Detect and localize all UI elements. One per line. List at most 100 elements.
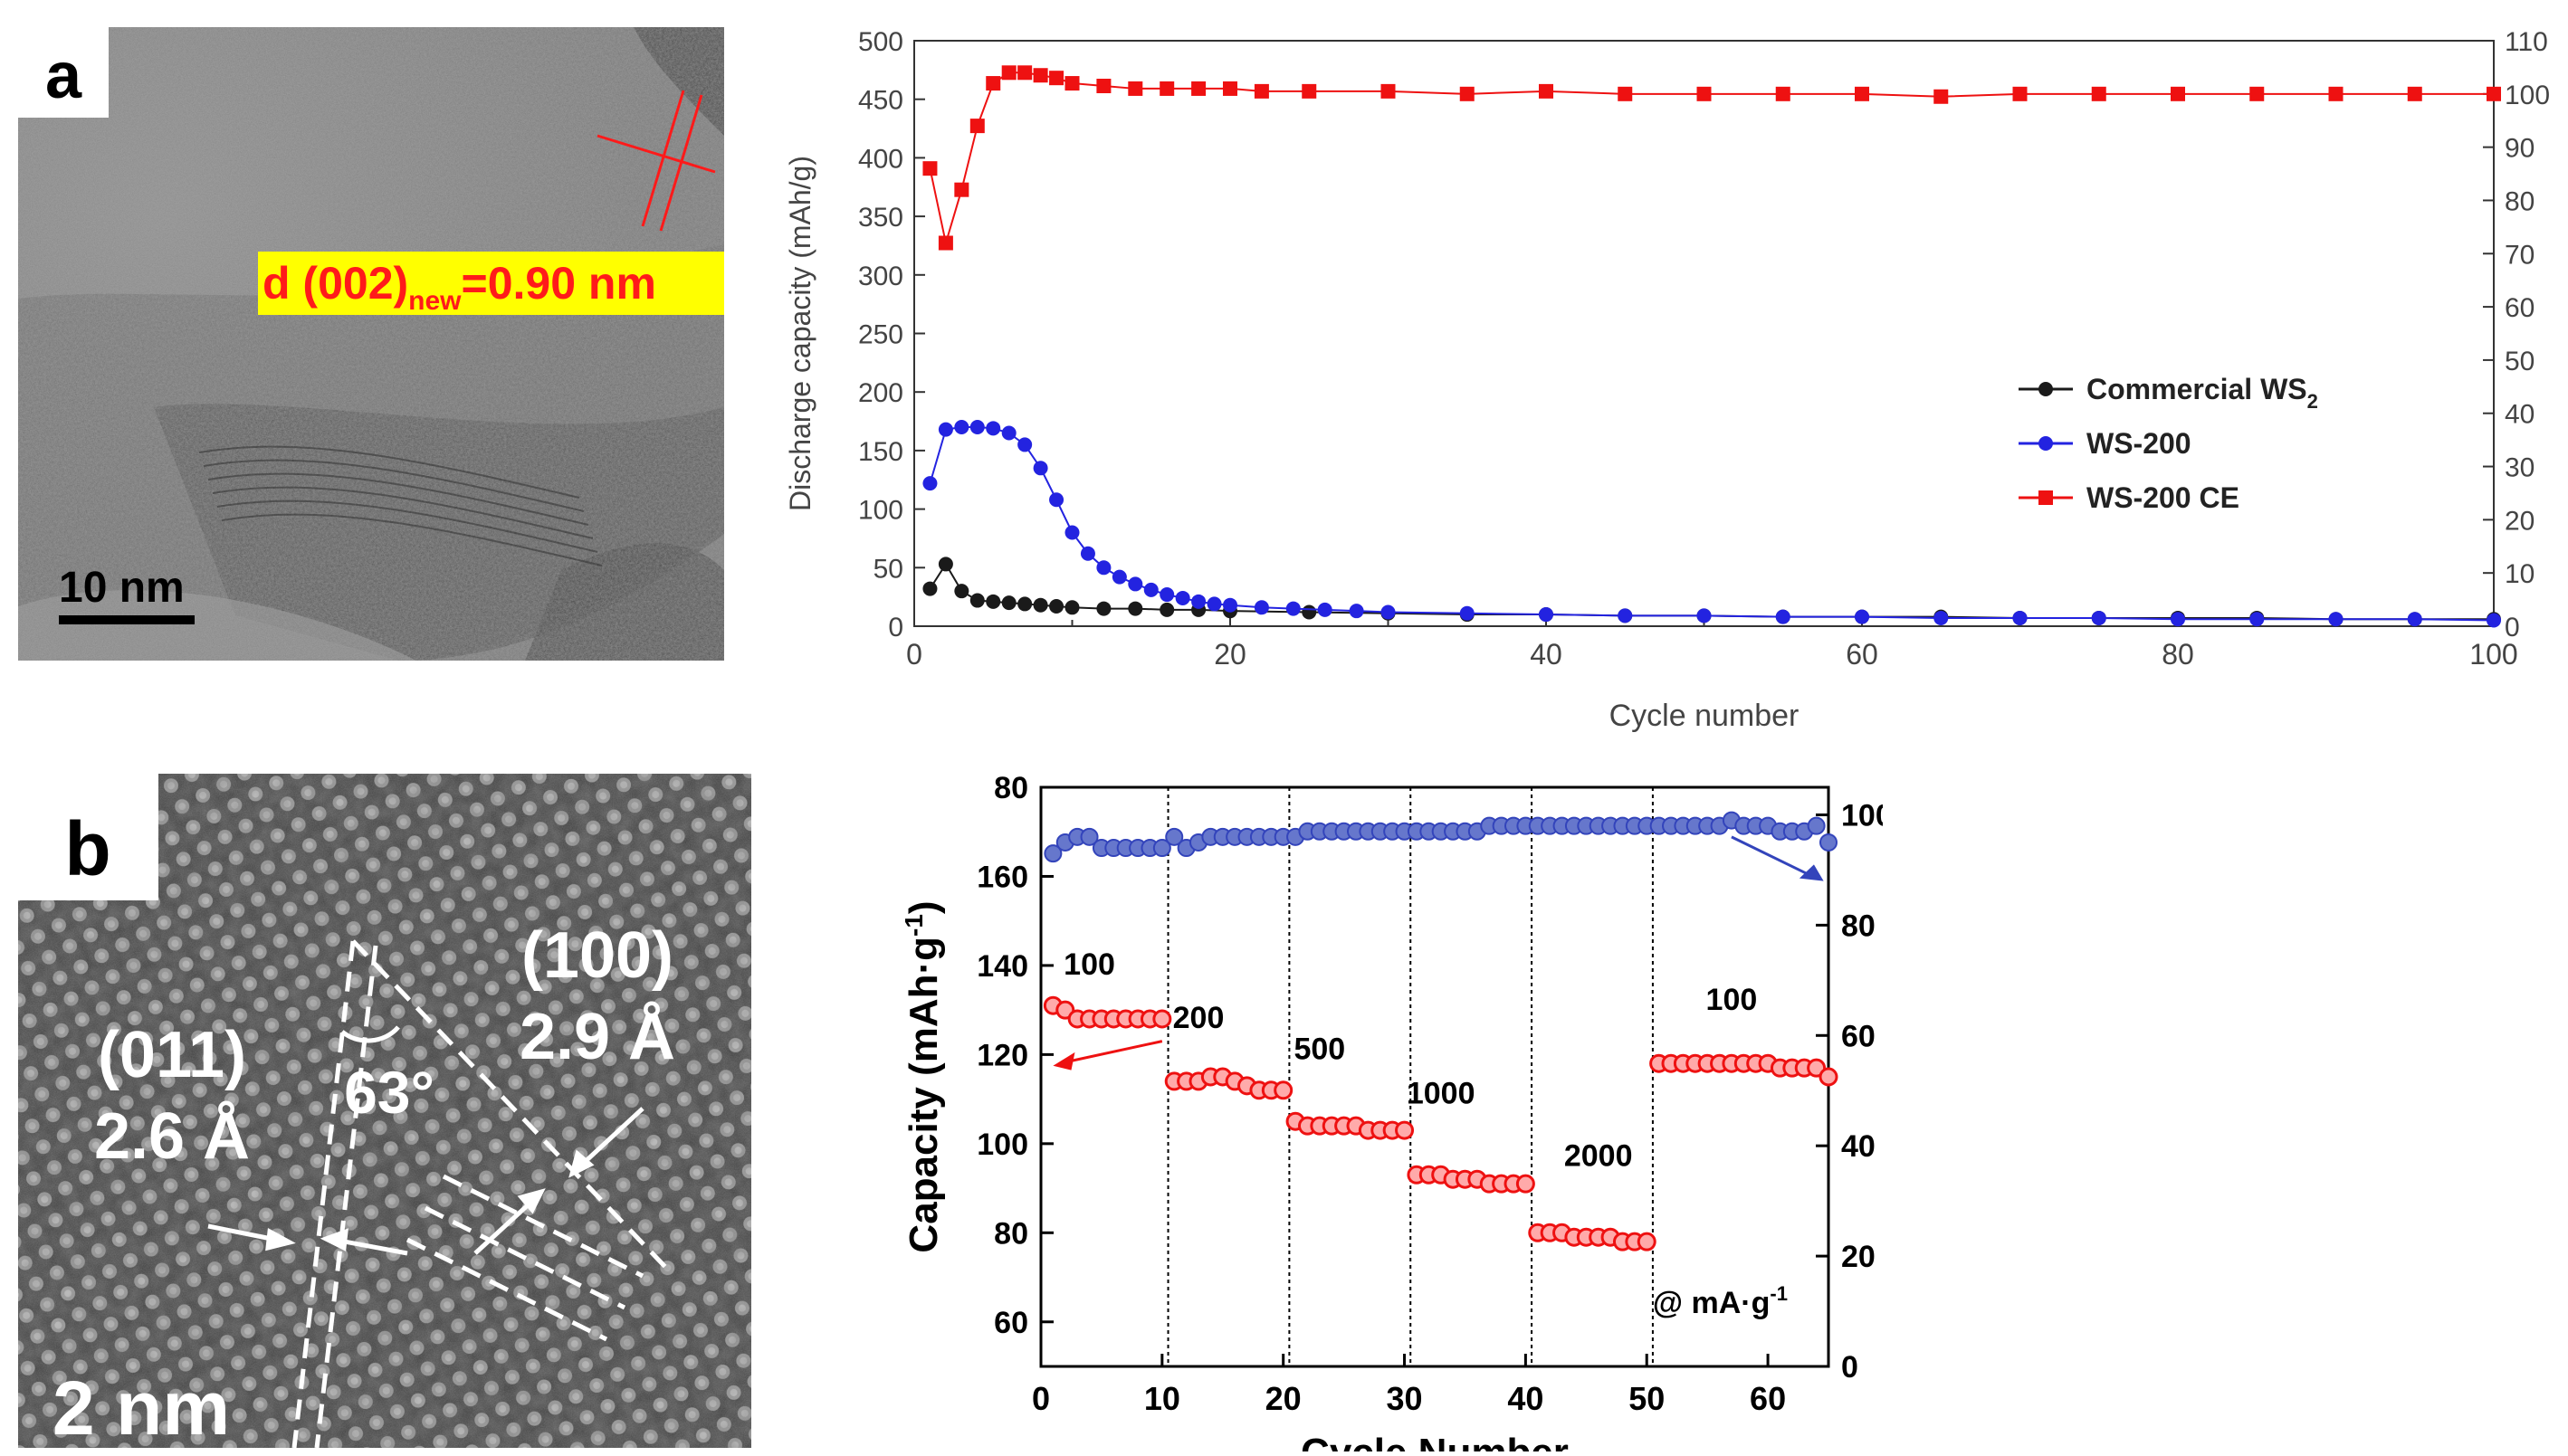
y2-tick-label: 90 (2505, 134, 2535, 164)
data-point (986, 421, 1001, 436)
x-tick-label: 50 (1628, 1380, 1665, 1417)
data-point (2249, 612, 2265, 627)
data-point (1191, 81, 1207, 96)
y-tick-label: 140 (977, 949, 1028, 984)
data-point (1064, 600, 1080, 615)
data-point (1160, 81, 1175, 96)
lattice-guides (291, 939, 667, 1448)
x-axis-title: Cycle number (1609, 699, 1800, 733)
data-point (1128, 81, 1143, 96)
data-point (2328, 612, 2344, 627)
lattice-fringes (198, 445, 603, 566)
rate-label: 2000 (1564, 1138, 1633, 1173)
data-point (1175, 590, 1190, 605)
data-point (1128, 601, 1143, 616)
plot-frame (913, 40, 2495, 627)
data-point (938, 422, 953, 437)
data-point (1207, 596, 1222, 612)
y2-tick-label: 20 (2505, 506, 2535, 536)
y-tick-label: 120 (977, 1038, 1028, 1072)
panel-b-label: b (64, 806, 110, 891)
data-point (1064, 76, 1080, 91)
data-point (1618, 86, 1633, 101)
d-spacing-label-box (258, 252, 724, 315)
data-point (1349, 604, 1364, 619)
panel-b-label-box (18, 774, 158, 900)
scale-bar-label-a: 10 nm (59, 564, 185, 612)
plane-right-label: (100) (521, 919, 673, 992)
data-point (922, 476, 938, 491)
unit-label: @ mA·g-1 (1653, 1282, 1788, 1320)
ce-axis-arrowhead (1799, 864, 1824, 881)
ce-axis-arrow (1731, 835, 1818, 880)
data-point (954, 584, 969, 599)
data-point (954, 182, 969, 197)
rate-label: 100 (1064, 947, 1115, 982)
y2-tick-label: 80 (1841, 909, 1876, 943)
series-coulombic-efficiency (1044, 811, 1838, 863)
y2-tick-label: 110 (2505, 27, 2548, 57)
panel-a-label-box (18, 27, 109, 118)
data-point (1001, 425, 1017, 441)
y-tick-label: 0 (888, 613, 903, 642)
data-point (1152, 1009, 1172, 1029)
x-tick-label: 100 (2469, 638, 2517, 671)
series-1 (922, 420, 2501, 628)
data-point (1696, 86, 1712, 101)
data-point (954, 420, 969, 435)
y-tick-label: 100 (858, 496, 903, 526)
legend-label: WS-200 (2086, 427, 2191, 460)
cycling-chart-svg: 0 20 40 60 80 1000501001502002503003504004505… (784, 27, 2550, 733)
series-capacity (1043, 995, 1838, 1251)
y2-tick-label: 0 (2505, 613, 2520, 642)
data-point (1380, 83, 1396, 99)
data-point (2012, 610, 2028, 625)
data-point (2407, 86, 2422, 101)
data-point (1033, 68, 1048, 83)
data-point (1152, 839, 1171, 858)
capacity-axis-arrow (1058, 1040, 1163, 1065)
data-point (1933, 89, 1949, 104)
data-point (2012, 86, 2028, 101)
y-tick-label: 150 (858, 437, 903, 467)
d-spacing-marker (597, 90, 716, 232)
data-point (1618, 608, 1633, 623)
data-point (2249, 86, 2265, 101)
y-tick-label: 50 (874, 554, 903, 584)
data-point (2407, 612, 2422, 627)
y2-tick-label: 30 (2505, 453, 2535, 483)
legend-marker (2038, 436, 2053, 451)
rate-chart-svg: 0 10 20 30 40 50 60 60 80 100 120 140 160 80 0 20 40 60 80… (900, 771, 1951, 1456)
y-axis-title: Capacity (mAh·g-1) (900, 900, 946, 1252)
y2-tick-label: 0 (1841, 1350, 1858, 1385)
x-tick-label: 10 (1144, 1380, 1180, 1417)
data-point (1017, 596, 1033, 612)
y-tick-label: 350 (858, 203, 903, 233)
y-axis-title: Discharge capacity (mAh/g) (784, 156, 816, 511)
legend-label: Commercial WS2 (2086, 373, 2318, 413)
data-point (1459, 605, 1475, 621)
data-point (1637, 1232, 1656, 1251)
capacity-axis-arrowhead (1053, 1052, 1075, 1071)
data-point (938, 235, 953, 251)
y2-tick-label: 80 (2505, 186, 2535, 216)
tem-a-svg: a d (002)new=0.90 nm 10 nm (18, 27, 724, 661)
data-point (1017, 437, 1033, 452)
x-tick-label: 0 (1032, 1380, 1050, 1417)
data-point (1096, 78, 1112, 93)
x-tick-label: 20 (1265, 1380, 1302, 1417)
x-tick-label: 20 (1214, 638, 1246, 671)
tem-image-a: a d (002)new=0.90 nm 10 nm (18, 27, 724, 661)
y2-tick-label: 20 (1841, 1240, 1876, 1274)
y2-tick-label: 10 (2505, 559, 2535, 589)
rate-chart: 0 10 20 30 40 50 60 60 80 100 120 140 160 80 0 20 40 60 80… (842, 760, 1951, 1456)
data-point (1855, 609, 1869, 624)
y-tick-label: 300 (858, 262, 903, 291)
spacing-right-label: 2.9 Å (520, 1001, 675, 1073)
legend-label: WS-200 CE (2086, 481, 2239, 514)
x-tick-label: 30 (1387, 1380, 1423, 1417)
data-point (922, 581, 938, 596)
y-tick-label: 200 (858, 378, 903, 408)
data-point (1807, 816, 1826, 835)
data-point (1049, 492, 1064, 508)
